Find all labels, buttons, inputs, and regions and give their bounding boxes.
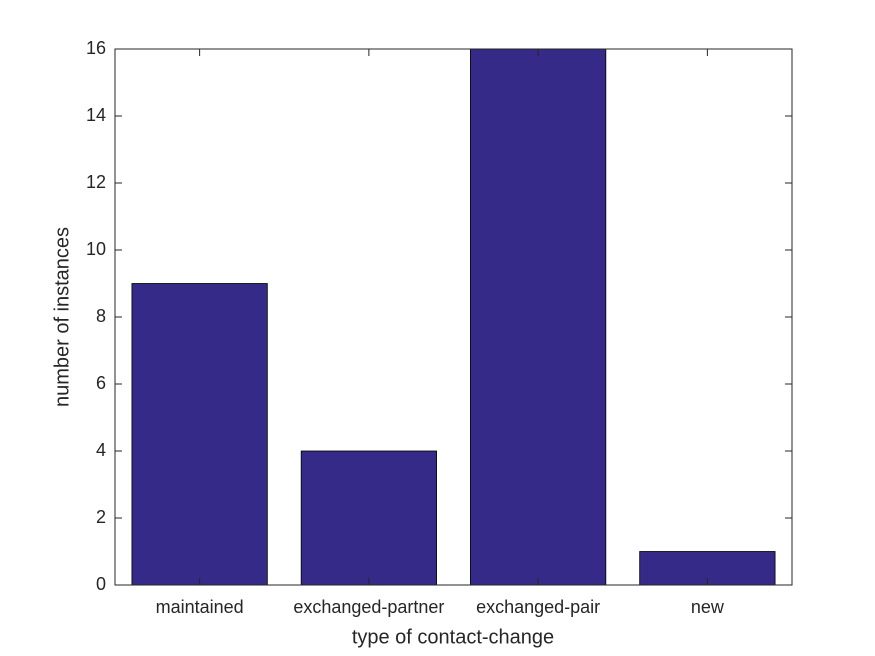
x-tick-label: exchanged-pair: [476, 597, 600, 617]
x-tick-label: maintained: [156, 597, 244, 617]
y-tick-label: 6: [96, 373, 106, 393]
y-tick-label: 16: [86, 38, 106, 58]
bar: [300, 450, 437, 586]
y-tick-label: 12: [86, 172, 106, 192]
y-tick-label: 14: [86, 105, 106, 125]
bar: [470, 48, 607, 586]
y-axis-label: number of instances: [51, 227, 73, 407]
y-tick-label: 8: [96, 306, 106, 326]
x-tick-label: exchanged-partner: [293, 597, 444, 617]
bar: [131, 283, 268, 586]
y-tick-label: 0: [96, 574, 106, 594]
y-tick-label: 10: [86, 239, 106, 259]
y-tick-label: 2: [96, 507, 106, 527]
x-tick-label: new: [691, 597, 725, 617]
y-tick-label: 4: [96, 440, 106, 460]
x-axis-label: type of contact-change: [352, 626, 554, 648]
